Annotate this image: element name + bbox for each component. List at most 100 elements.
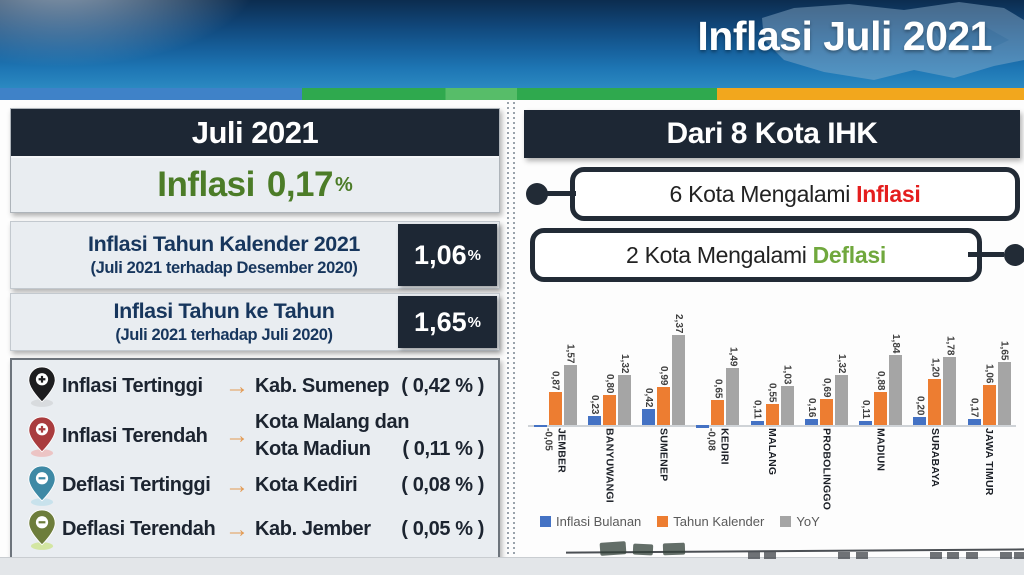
cropped-content-remnant bbox=[748, 552, 760, 559]
bar-tahun-kalender bbox=[711, 400, 725, 425]
bar-yoy bbox=[997, 362, 1011, 425]
metric-subtitle: (Juli 2021 terhadap Juli 2020) bbox=[115, 326, 333, 344]
chart-x-axis bbox=[528, 425, 1016, 427]
bar-column: 0,11 bbox=[859, 400, 872, 425]
legend-item-inflasi-bulanan: Inflasi Bulanan bbox=[540, 514, 641, 529]
extreme-value: ( 0,11 % ) bbox=[402, 438, 484, 460]
metric-title: Inflasi Tahun ke Tahun bbox=[113, 299, 335, 323]
location-line: Kota Kediri ( 0,08 % ) bbox=[255, 472, 484, 499]
metric-title: Inflasi Tahun Kalender 2021 bbox=[88, 232, 360, 256]
location-line: Kab. Sumenep ( 0,42 % ) bbox=[255, 373, 484, 400]
summary-card: Juli 2021 Inflasi 0,17 % bbox=[10, 108, 500, 213]
bar-tahun-kalender bbox=[928, 379, 942, 425]
bar-column: 0,17 bbox=[967, 398, 981, 425]
bar-value-label: 1,32 bbox=[618, 353, 630, 373]
headline-unit: % bbox=[334, 173, 353, 196]
bar-value-label: 0,80 bbox=[603, 373, 615, 393]
category-label: SUMENEP bbox=[657, 428, 670, 482]
metric-value: 1,65 bbox=[414, 306, 467, 337]
bar-tahun-kalender bbox=[548, 392, 562, 425]
east-java-map-silhouette bbox=[762, 2, 1024, 80]
bar-tahun-kalender bbox=[602, 395, 616, 425]
bar-value-label: 1,06 bbox=[983, 363, 995, 383]
panel-divider bbox=[506, 102, 516, 556]
cropped-content-remnant bbox=[966, 552, 978, 559]
month-label: Juli 2021 bbox=[11, 109, 499, 158]
bar-value-label: 1,03 bbox=[781, 364, 793, 384]
header-banner: Inflasi Juli 2021 bbox=[0, 0, 1024, 88]
extreme-row-1: Inflasi Terendah → Kota Malang dan Kota Mad… bbox=[22, 409, 484, 463]
legend-swatch bbox=[780, 516, 792, 527]
category-cell: -0,05 JEMBER bbox=[532, 428, 578, 473]
category-cell: MADIUN bbox=[858, 428, 904, 471]
callout-highlight: Inflasi bbox=[856, 180, 921, 207]
headline-prefix: Inflasi bbox=[157, 165, 255, 204]
cropped-content-remnant bbox=[1014, 552, 1024, 559]
bar-column: 0,42 bbox=[642, 388, 655, 425]
bar-column: 0,23 bbox=[587, 395, 601, 425]
callout-deflasi: 2 Kota Mengalami Deflasi bbox=[524, 228, 1024, 282]
category-label: MADIUN bbox=[874, 428, 887, 472]
bar-group-surabaya: 0,20 1,20 1,78 bbox=[912, 295, 958, 425]
callout-text: 2 Kota Mengalami bbox=[626, 241, 807, 268]
bar-value-label: 1,78 bbox=[944, 335, 956, 355]
bar-inflasi-bulanan bbox=[642, 409, 655, 425]
category-cell: SUMENEP bbox=[641, 428, 687, 481]
extreme-location: Kab. Sumenep ( 0,42 % ) bbox=[255, 373, 484, 400]
legend-swatch bbox=[657, 516, 669, 527]
location-text: Kota Malang dan bbox=[255, 411, 410, 433]
callout-connector-line bbox=[536, 191, 576, 196]
metric-value-box: 1,65% bbox=[398, 296, 497, 348]
arrow-icon: → bbox=[225, 471, 249, 499]
arrow-icon: → bbox=[225, 515, 249, 543]
page-title: Inflasi Juli 2021 bbox=[697, 13, 992, 59]
cropped-content-remnant bbox=[1000, 552, 1012, 559]
cropped-content-remnant bbox=[947, 552, 959, 559]
category-cell: -0,08 KEDIRI bbox=[695, 428, 741, 465]
bar-value-label: 0,65 bbox=[712, 378, 724, 398]
extreme-value: ( 0,05 % ) bbox=[401, 518, 484, 540]
inflation-bar-chart: 0,87 1,57 0,23 0,80 1,32 0,42 0,99 2,37 0,65 1,49… bbox=[528, 295, 1016, 529]
pin-plus-red-icon bbox=[22, 415, 62, 458]
chart-legend: Inflasi Bulanan Tahun Kalender YoY bbox=[540, 514, 1016, 529]
bar-inflasi-bulanan bbox=[587, 416, 601, 425]
bottom-gray-band bbox=[0, 557, 1024, 575]
bar-column: 1,65 bbox=[997, 341, 1011, 425]
extreme-location: Kota Malang dan Kota Madiun ( 0,11 % ) bbox=[255, 409, 484, 463]
category-label: KEDIRI bbox=[718, 428, 731, 465]
metric-row-0: Inflasi Tahun Kalender 2021 (Juli 2021 te… bbox=[10, 221, 500, 289]
bar-value-label: 0,20 bbox=[914, 395, 926, 415]
arrow-icon: → bbox=[225, 422, 249, 449]
cropped-content-remnant bbox=[632, 543, 654, 556]
bar-group-jawa-timur: 0,17 1,06 1,65 bbox=[966, 295, 1012, 425]
bar-value-label: 1,49 bbox=[727, 346, 739, 366]
bar-tahun-kalender bbox=[874, 392, 887, 425]
bar-column: 0,16 bbox=[804, 398, 818, 425]
bar-column: 0,11 bbox=[750, 400, 764, 425]
legend-item-yoy: YoY bbox=[780, 514, 820, 529]
pin-minus-teal-icon bbox=[22, 464, 62, 507]
bar-column: 1,78 bbox=[943, 335, 957, 425]
callout-connector-line bbox=[968, 252, 1004, 257]
bar-value-label: 1,32 bbox=[835, 353, 847, 373]
metric-unit: % bbox=[467, 246, 481, 264]
callout-connector-dot bbox=[1004, 244, 1024, 266]
bar-tahun-kalender bbox=[819, 399, 833, 425]
bar-group-malang: 0,11 0,55 1,03 bbox=[749, 295, 795, 425]
headline-inflation: Inflasi 0,17 % bbox=[11, 158, 499, 212]
bar-column: 1,03 bbox=[780, 364, 794, 425]
negative-value-label: -0,08 bbox=[705, 428, 717, 451]
bar-yoy bbox=[563, 365, 577, 425]
right-panel: Dari 8 Kota IHK 6 Kota Mengalami Inflasi 2… bbox=[524, 110, 1024, 556]
bar-column: 1,32 bbox=[617, 353, 631, 425]
metric-value-box: 1,06% bbox=[398, 224, 497, 286]
bar-value-label: 2,37 bbox=[673, 313, 684, 333]
bar-value-label: 0,42 bbox=[643, 387, 654, 407]
metric-value: 1,06 bbox=[414, 239, 467, 270]
bar-inflasi-bulanan bbox=[967, 419, 981, 425]
cropped-content-remnant bbox=[662, 542, 686, 556]
chart-category-labels: -0,05 JEMBER BANYUWANGI SUMENEP -0,08 KEDIRI M… bbox=[528, 428, 1016, 512]
bar-group-probolinggo: 0,16 0,69 1,32 bbox=[803, 295, 849, 425]
headline-value: 0,17 bbox=[266, 165, 334, 204]
bar-column: 2,37 bbox=[672, 314, 685, 425]
